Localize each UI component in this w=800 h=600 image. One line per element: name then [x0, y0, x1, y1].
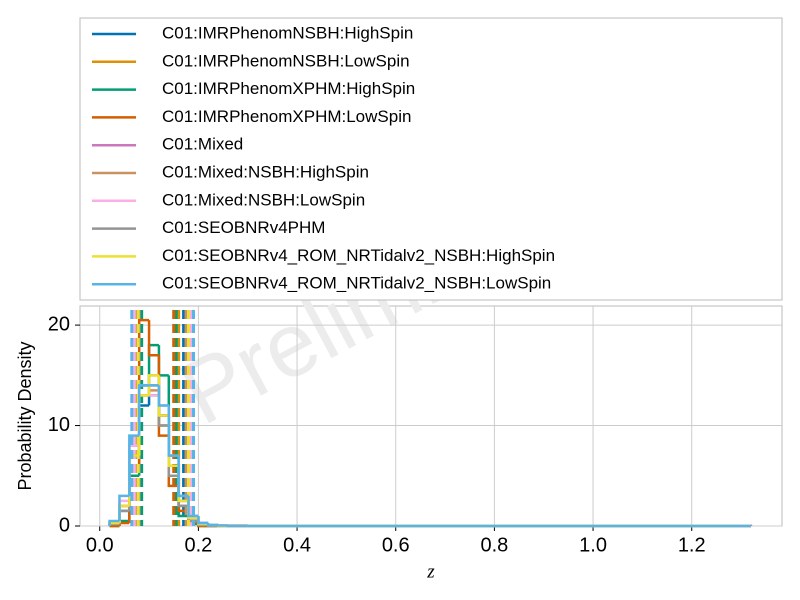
legend-label: C01:SEOBNRv4_ROM_NRTidalv2_NSBH:LowSpin — [162, 274, 551, 293]
histogram-step — [177, 455, 189, 498]
y-tick-label: 20 — [48, 313, 70, 335]
histogram-step — [157, 355, 169, 437]
legend-box — [79, 17, 783, 301]
legend-label: C01:IMRPhenomNSBH:HighSpin — [162, 23, 413, 42]
legend-label: C01:IMRPhenomNSBH:LowSpin — [162, 51, 410, 70]
histogram-step — [118, 494, 130, 521]
histogram-step — [226, 524, 238, 528]
legend-label: C01:Mixed:NSBH:LowSpin — [162, 190, 365, 209]
x-axis-label: z — [426, 561, 435, 582]
histogram-step — [187, 495, 199, 518]
histogram-step — [137, 384, 150, 436]
x-tick-label: 0.6 — [382, 534, 410, 556]
x-tick-label: 0.2 — [184, 534, 212, 556]
legend-label: C01:Mixed — [162, 135, 243, 154]
histogram-step — [177, 455, 189, 498]
legend-label: C01:IMRPhenomXPHM:LowSpin — [162, 107, 411, 126]
x-tick-label: 1.0 — [579, 534, 607, 556]
x-tick-label: 0.8 — [480, 534, 508, 556]
histogram-step — [128, 434, 140, 496]
legend-label: C01:SEOBNRv4PHM — [162, 218, 325, 237]
histogram-step — [167, 405, 179, 457]
histogram-step — [177, 455, 189, 498]
histogram-step — [157, 375, 169, 417]
y-tick-label: 10 — [48, 414, 70, 436]
histogram-step — [157, 375, 169, 427]
histogram-step — [167, 425, 179, 467]
histogram-step — [157, 385, 169, 407]
x-tick-label: 1.2 — [678, 534, 706, 556]
histogram-step — [147, 394, 159, 406]
histogram-step — [197, 515, 209, 525]
histogram-step — [157, 390, 169, 417]
x-tick-label: 0.0 — [86, 534, 114, 556]
histogram-step — [147, 374, 159, 396]
histogram-step — [147, 320, 159, 357]
histogram-step — [157, 385, 169, 417]
histogram-step — [108, 519, 120, 526]
legend-label: C01:IMRPhenomXPHM:HighSpin — [162, 79, 415, 98]
y-tick-label: 0 — [59, 514, 70, 536]
histogram-step — [167, 415, 179, 457]
legend-label: C01:Mixed:NSBH:HighSpin — [162, 162, 369, 181]
histogram-step — [207, 522, 219, 527]
legend-label: C01:SEOBNRv4_ROM_NRTidalv2_NSBH:HighSpin — [162, 246, 555, 265]
histogram-step — [216, 524, 228, 527]
x-tick-label: 0.4 — [283, 534, 311, 556]
histogram-step — [147, 343, 159, 386]
y-axis-label: Probability Density — [15, 341, 35, 490]
histogram-step — [147, 374, 159, 386]
histogram-step — [157, 395, 169, 407]
